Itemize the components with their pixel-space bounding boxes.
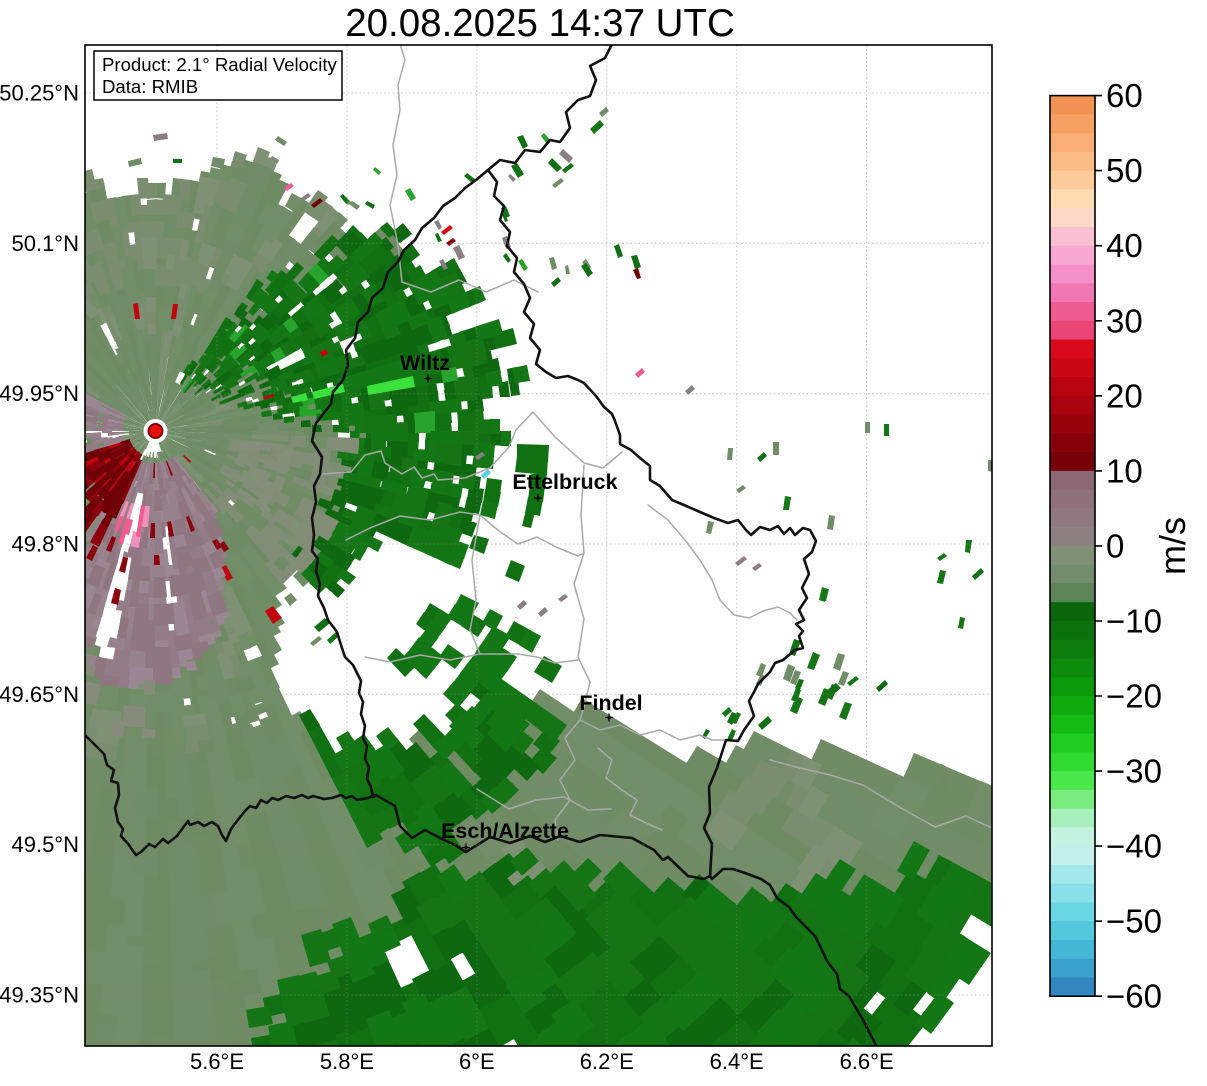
svg-text:Data: RMIB: Data: RMIB — [102, 76, 198, 97]
svg-text:−60: −60 — [1106, 978, 1162, 1015]
svg-text:49.95°N: 49.95°N — [0, 381, 79, 406]
svg-text:−30: −30 — [1106, 753, 1162, 790]
svg-text:−50: −50 — [1106, 903, 1162, 940]
svg-text:0: 0 — [1106, 527, 1124, 564]
svg-text:30: 30 — [1106, 302, 1143, 339]
svg-text:−40: −40 — [1106, 828, 1162, 865]
svg-text:49.5°N: 49.5°N — [11, 832, 79, 857]
svg-text:60: 60 — [1106, 77, 1143, 114]
svg-text:20.08.2025 14:37 UTC: 20.08.2025 14:37 UTC — [345, 2, 735, 45]
svg-text:50.25°N: 50.25°N — [0, 81, 79, 106]
svg-text:−10: −10 — [1106, 603, 1162, 640]
svg-text:10: 10 — [1106, 452, 1143, 489]
svg-text:5.6°E: 5.6°E — [190, 1049, 244, 1074]
svg-text:49.8°N: 49.8°N — [11, 532, 79, 557]
svg-text:Esch/Alzette: Esch/Alzette — [441, 819, 569, 843]
svg-text:49.65°N: 49.65°N — [0, 682, 79, 707]
svg-text:50: 50 — [1106, 152, 1143, 189]
svg-text:50.1°N: 50.1°N — [11, 231, 79, 256]
svg-text:Wiltz: Wiltz — [400, 351, 450, 375]
svg-text:40: 40 — [1106, 227, 1143, 264]
svg-text:49.35°N: 49.35°N — [0, 983, 79, 1008]
svg-text:6.2°E: 6.2°E — [580, 1049, 634, 1074]
svg-text:5.8°E: 5.8°E — [320, 1049, 374, 1074]
svg-text:Ettelbruck: Ettelbruck — [512, 470, 617, 494]
svg-text:6°E: 6°E — [459, 1049, 495, 1074]
svg-text:−20: −20 — [1106, 678, 1162, 715]
svg-text:6.6°E: 6.6°E — [840, 1049, 894, 1074]
svg-text:Findel: Findel — [579, 691, 642, 715]
svg-text:m/s: m/s — [1152, 517, 1193, 575]
svg-text:6.4°E: 6.4°E — [710, 1049, 764, 1074]
svg-text:20: 20 — [1106, 377, 1143, 414]
svg-text:Product: 2.1° Radial Velocity: Product: 2.1° Radial Velocity — [102, 54, 338, 75]
